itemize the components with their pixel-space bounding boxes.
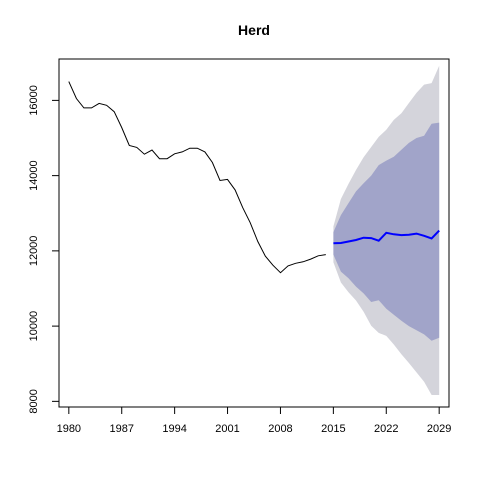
x-tick-label: 1980	[57, 423, 81, 435]
chart-title: Herd	[238, 22, 270, 38]
y-axis: 8000 10000 12000 14000 16000	[28, 85, 60, 414]
x-tick-label: 2001	[215, 423, 239, 435]
forecast-line	[333, 229, 440, 245]
x-tick-label: 2008	[268, 423, 292, 435]
y-tick-label: 8000	[28, 389, 40, 413]
x-tick-label: 2022	[374, 423, 398, 435]
forecast-bands	[333, 65, 440, 396]
y-tick-label: 12000	[28, 236, 40, 267]
series-lines	[68, 81, 440, 274]
y-tick-label: 14000	[28, 160, 40, 191]
x-tick-label: 1987	[109, 423, 133, 435]
x-tick-label: 2015	[321, 423, 345, 435]
x-tick-label: 1994	[162, 423, 186, 435]
history-line	[68, 81, 326, 274]
y-tick-label: 16000	[28, 85, 40, 116]
band-80	[333, 122, 440, 341]
y-tick-label: 10000	[28, 311, 40, 342]
x-tick-label: 2029	[427, 423, 451, 435]
x-axis: 1980 1987 1994 2001 2008 2015 2022 2029	[57, 406, 451, 435]
